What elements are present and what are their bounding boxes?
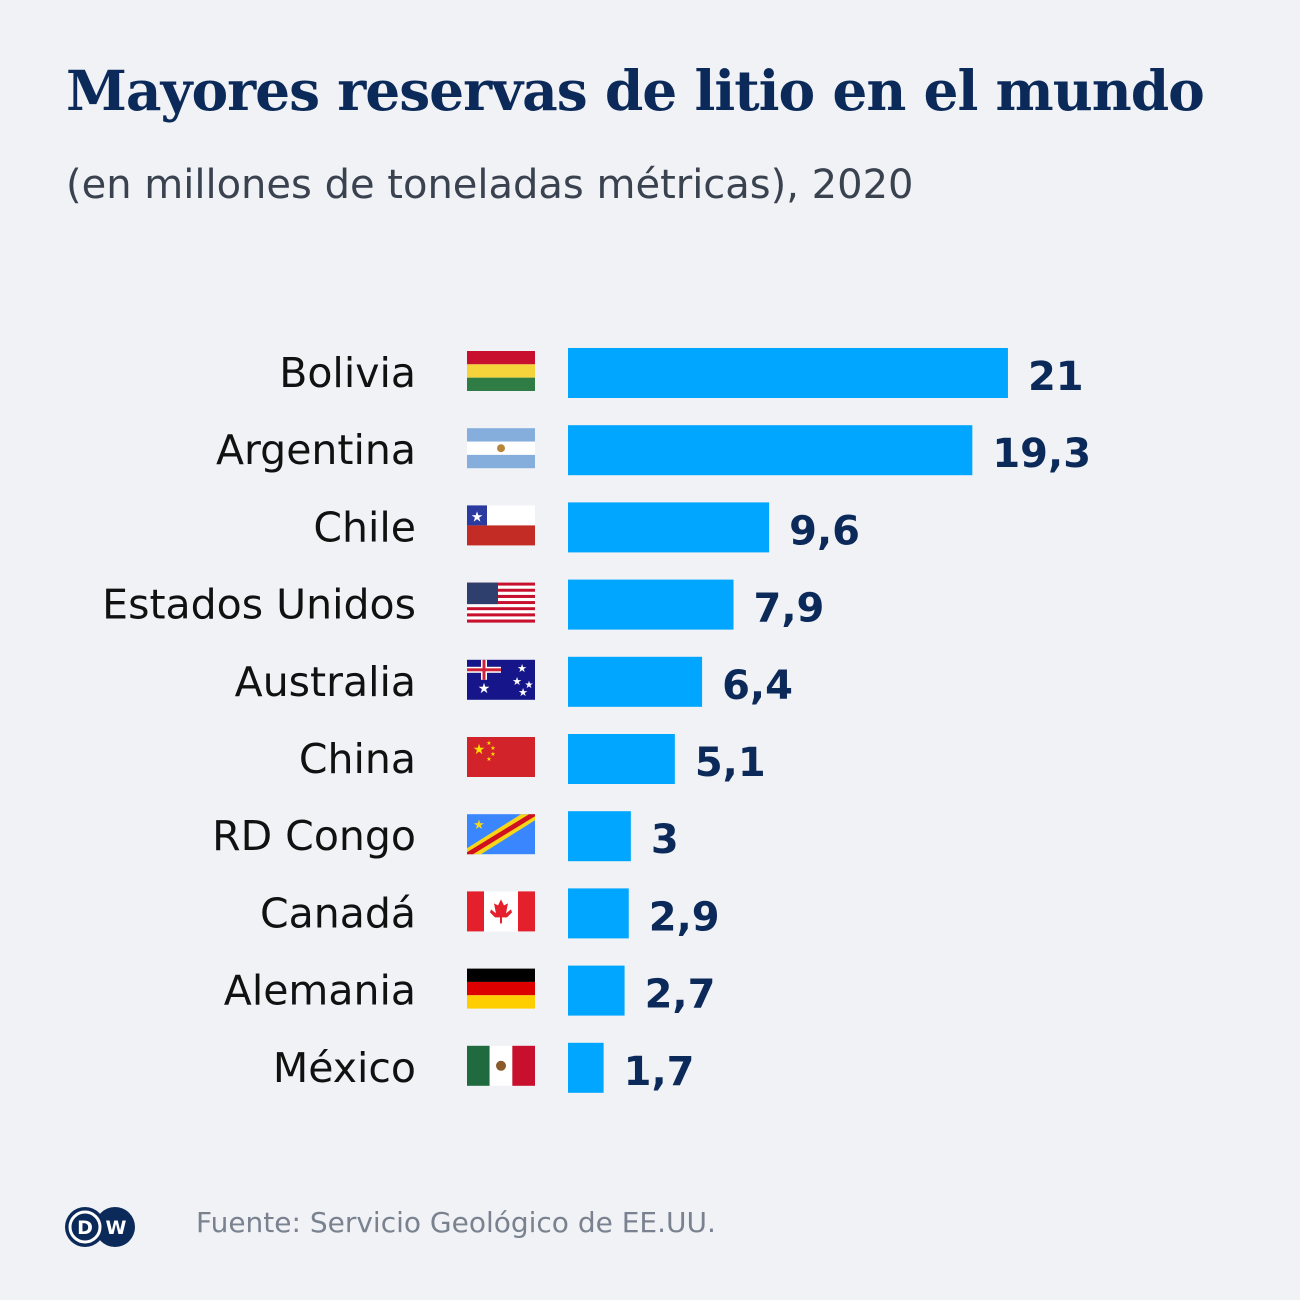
svg-text:W: W (106, 1217, 127, 1239)
bar (568, 502, 770, 553)
svg-text:D: D (77, 1217, 93, 1239)
flag-australia-icon: ★★★ ★★ (467, 659, 535, 700)
bar (568, 579, 734, 630)
flag-mexico-icon (467, 1045, 535, 1086)
category-label: Bolivia (279, 349, 416, 397)
value-label: 2,9 (649, 894, 720, 940)
value-label: 19,3 (992, 431, 1091, 477)
svg-text:★: ★ (473, 742, 486, 758)
svg-text:★: ★ (471, 509, 484, 525)
svg-text:★: ★ (473, 818, 485, 833)
category-label: Canadá (260, 889, 416, 937)
chart-title: Mayores reservas de litio en el mundo (66, 58, 1205, 123)
flag-usa-icon (467, 582, 535, 623)
flag-bolivia-icon (467, 351, 535, 391)
bar (568, 1042, 604, 1093)
value-label: 5,1 (695, 740, 766, 786)
flag-china-icon: ★ ★★★★ (467, 737, 535, 777)
chart-subtitle: (en millones de toneladas métricas), 202… (66, 162, 914, 208)
bar (568, 888, 629, 939)
category-label: Chile (313, 503, 416, 551)
category-label: Australia (235, 658, 416, 706)
svg-text:★: ★ (512, 675, 522, 688)
flag-chile-icon: ★ (467, 505, 535, 546)
flag-canada-icon (467, 891, 535, 932)
value-label: 9,6 (789, 508, 860, 554)
flag-germany-icon (467, 968, 535, 1009)
value-label: 21 (1028, 354, 1084, 400)
svg-text:★: ★ (517, 662, 527, 675)
flag-argentina-icon (467, 428, 535, 469)
svg-text:★: ★ (486, 756, 491, 763)
flag-drcongo-icon: ★ (467, 814, 535, 855)
category-label: Estados Unidos (102, 581, 416, 629)
value-label: 2,7 (645, 972, 716, 1018)
value-label: 1,7 (624, 1049, 695, 1095)
svg-text:★: ★ (478, 681, 491, 697)
value-label: 3 (651, 817, 679, 863)
bar (568, 811, 631, 862)
value-label: 6,4 (722, 663, 793, 709)
category-label: RD Congo (212, 812, 416, 860)
bar (568, 656, 703, 707)
bar (568, 734, 675, 784)
bar (568, 348, 1008, 398)
svg-text:★: ★ (525, 680, 534, 691)
dw-logo: D W (65, 1207, 135, 1247)
category-label: China (299, 735, 416, 783)
category-label: México (273, 1044, 416, 1092)
svg-text:★: ★ (490, 745, 495, 752)
source-note: Fuente: Servicio Geológico de EE.UU. (196, 1206, 716, 1239)
bar (568, 425, 973, 476)
svg-text:★: ★ (518, 686, 528, 699)
bar (568, 965, 625, 1016)
category-label: Argentina (216, 426, 416, 474)
svg-text:★: ★ (490, 751, 495, 758)
value-label: 7,9 (754, 586, 825, 632)
svg-text:★: ★ (486, 740, 491, 747)
category-label: Alemania (224, 967, 416, 1015)
